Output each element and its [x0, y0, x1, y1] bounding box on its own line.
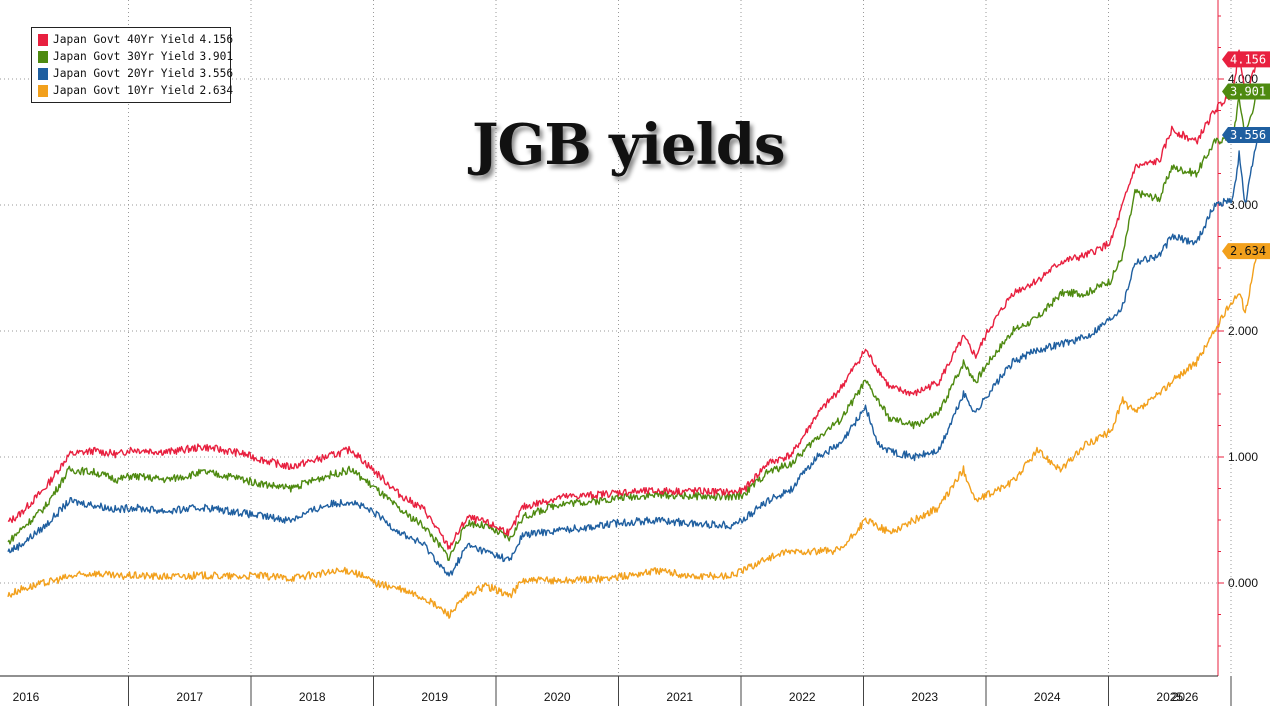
- x-tick-label: 2025: [1156, 690, 1183, 704]
- y-tick-label: 2.000: [1228, 324, 1258, 338]
- legend-value: 3.901: [199, 50, 234, 63]
- series-line-2: [7, 134, 1259, 577]
- x-tick-label: 2020: [544, 690, 571, 704]
- last-value-badge-bg: [1222, 83, 1270, 100]
- last-value-badge-text: 4.156: [1230, 52, 1266, 66]
- x-tick-label: 2018: [299, 690, 326, 704]
- last-value-badge-text: 2.634: [1230, 244, 1266, 258]
- y-tick-label: 3.000: [1228, 198, 1258, 212]
- last-value-badge: 2.634: [1222, 243, 1270, 260]
- legend-swatch: [38, 67, 48, 80]
- chart-legend: Japan Govt 40Yr Yield 4.156 Japan Govt 3…: [31, 27, 234, 103]
- legend-item-20yr: Japan Govt 20Yr Yield 3.556: [38, 65, 234, 82]
- series-line-3: [7, 250, 1259, 619]
- x-tick-label: 2021: [666, 690, 693, 704]
- last-value-badge: 3.556: [1222, 126, 1270, 143]
- series-line-0: [7, 49, 1259, 550]
- grid: [0, 0, 1232, 676]
- legend-swatch: [38, 84, 48, 97]
- x-tick-label: 2022: [789, 690, 816, 704]
- y-tick-label: 1.000: [1228, 450, 1258, 464]
- last-value-badge: 4.156: [1222, 51, 1270, 68]
- legend-label: Japan Govt 10Yr Yield: [53, 84, 195, 97]
- legend-label: Japan Govt 20Yr Yield: [53, 67, 195, 80]
- legend-swatch: [38, 50, 48, 63]
- x-tick-label: 2026: [1172, 690, 1199, 704]
- x-tick-label: 2024: [1034, 690, 1061, 704]
- x-tick-label: 2023: [911, 690, 938, 704]
- last-value-badge-bg: [1222, 51, 1270, 68]
- legend-label: Japan Govt 30Yr Yield: [53, 50, 195, 63]
- legend-item-10yr: Japan Govt 10Yr Yield 2.634: [38, 82, 234, 99]
- series-line-1: [7, 91, 1259, 561]
- x-tick-label: 2017: [176, 690, 203, 704]
- legend-item-40yr: Japan Govt 40Yr Yield 4.156: [38, 31, 234, 48]
- legend-item-30yr: Japan Govt 30Yr Yield 3.901: [38, 48, 234, 65]
- x-tick-label: 2019: [421, 690, 448, 704]
- y-tick-label: 0.000: [1228, 576, 1258, 590]
- last-value-badge-text: 3.901: [1230, 84, 1266, 98]
- legend-value: 2.634: [199, 84, 234, 97]
- last-value-badge-text: 3.556: [1230, 128, 1266, 142]
- legend-label: Japan Govt 40Yr Yield: [53, 33, 195, 46]
- last-value-badge: 3.901: [1222, 83, 1270, 100]
- last-value-badge-bg: [1222, 126, 1270, 143]
- legend-value: 4.156: [199, 33, 234, 46]
- x-tick-label: 2016: [13, 690, 40, 704]
- legend-swatch: [38, 33, 48, 46]
- legend-value: 3.556: [199, 67, 234, 80]
- last-value-badge-bg: [1222, 243, 1270, 260]
- chart-title: JGB yields: [472, 112, 786, 178]
